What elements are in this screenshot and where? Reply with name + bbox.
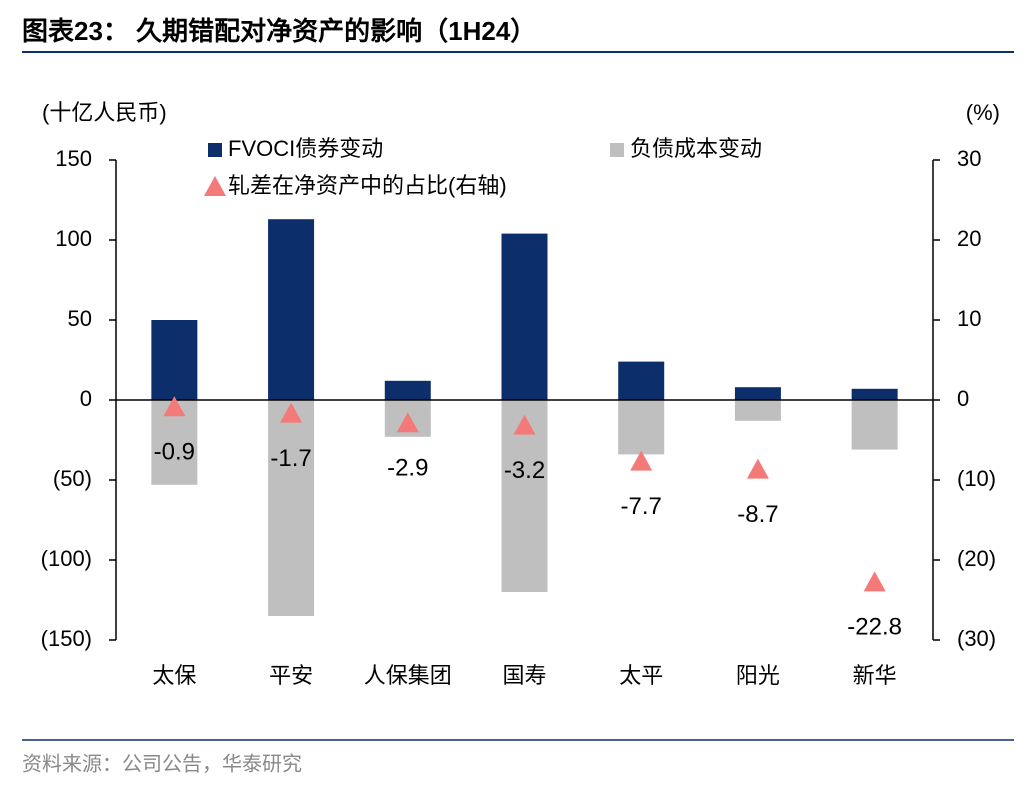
data-label: -22.8 [847,614,902,641]
x-tick-label: 国寿 [502,663,546,688]
triangle-marker [863,571,886,592]
bar [734,400,781,421]
triangle-marker [746,458,769,479]
triangle-marker [630,450,653,471]
y-tick-label: 50 [68,306,92,331]
chart-title: 图表23： 久期错配对净资产的影响（1H24） [22,16,536,46]
y2-tick-label: 20 [957,226,981,251]
bar [851,400,898,450]
legend-swatch [610,143,624,157]
x-tick-label: 太平 [619,663,663,688]
y-tick-label: 100 [55,226,92,251]
y2-tick-label: (30) [957,626,996,651]
x-tick-label: 阳光 [736,663,780,688]
legend-swatch [204,176,226,196]
y2-tick-label: (20) [957,546,996,571]
x-tick-label: 太保 [152,663,196,688]
source-note: 资料来源：公司公告，华泰研究 [22,752,302,775]
legend-swatch [208,143,222,157]
y2-axis-label: (%) [966,100,1000,125]
bar [151,320,198,400]
bar [618,400,665,455]
y-tick-label: (50) [53,466,92,491]
y-axis-label: (十亿人民币) [42,100,167,125]
triangle-marker [163,396,186,417]
y-tick-label: 0 [80,386,92,411]
legend-label: 轧差在净资产中的占比(右轴) [228,173,507,198]
data-label: -0.9 [154,439,195,466]
y-tick-label: (150) [41,626,92,651]
data-label: -1.7 [270,445,311,472]
data-label: -8.7 [737,501,778,528]
triangle-marker [396,412,419,433]
bar [384,380,431,400]
bar [268,219,315,400]
y-tick-label: 150 [55,146,92,171]
y2-tick-label: 0 [957,386,969,411]
bar [501,233,548,400]
data-label: -7.7 [621,493,662,520]
bar [268,400,315,616]
triangle-marker [280,402,303,423]
y2-tick-label: (10) [957,466,996,491]
y-tick-label: (100) [41,546,92,571]
data-label: -2.9 [387,455,428,482]
x-tick-label: 新华 [853,663,897,688]
bar [851,388,898,400]
x-tick-label: 人保集团 [364,663,452,688]
data-label: -3.2 [504,457,545,484]
triangle-marker [513,414,536,435]
x-tick-label: 平安 [269,663,313,688]
y2-tick-label: 10 [957,306,981,331]
legend-label: 负债成本变动 [630,136,762,161]
legend-label: FVOCI债券变动 [228,136,383,161]
bar [618,361,665,400]
bar [734,387,781,400]
y2-tick-label: 30 [957,146,981,171]
